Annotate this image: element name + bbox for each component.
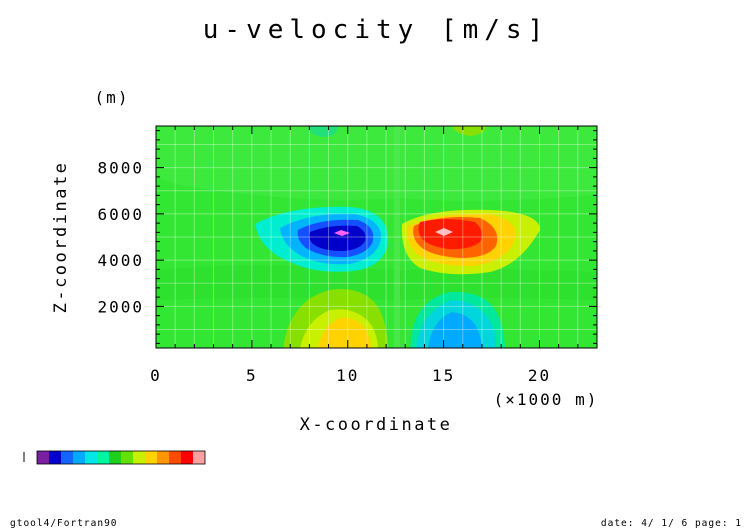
y-tick-label: 6000: [97, 205, 144, 224]
field-divider: [394, 126, 400, 348]
colorbar-frame: [36, 450, 206, 465]
pos-core-center: [418, 219, 483, 250]
neg-core-center: [309, 225, 366, 251]
x-tick-label: 0: [150, 366, 162, 385]
y-tick-label: 2000: [97, 297, 144, 316]
colorbar-swatch: [193, 451, 205, 464]
colorbar-swatch: [181, 451, 193, 464]
colorbar-swatch: [109, 451, 121, 464]
colorbar-swatch: [49, 451, 61, 464]
gridlines: [156, 126, 597, 348]
colorbar-swatch: [157, 451, 169, 464]
x-tick-label: 15: [432, 366, 455, 385]
colorbar-swatch: [121, 451, 133, 464]
x-tick-label: 20: [528, 366, 551, 385]
y-axis-label: Z-coordinate: [51, 161, 71, 314]
colorbar-swatch: [97, 451, 109, 464]
x-axis-unit: (×1000 m): [494, 390, 599, 409]
y-axis: 2000 4000 6000 8000: [97, 130, 597, 344]
footer-right: date: 4/ 1/ 6 page: 1: [601, 518, 742, 529]
plot-area: [155, 125, 598, 349]
x-axis: 0 5 10 15 20: [150, 126, 598, 385]
x-axis-label: X-coordinate: [300, 415, 453, 435]
colorbar-swatch: [85, 451, 97, 464]
x-tick-label: 5: [246, 366, 258, 385]
y-tick-label: 8000: [97, 159, 144, 178]
pos-core-peak: [435, 228, 453, 236]
chart-title: u-velocity [m/s]: [203, 15, 549, 45]
colorbar-swatch: [61, 451, 73, 464]
colorbar-swatch: [133, 451, 145, 464]
colorbar-swatch: [145, 451, 157, 464]
pos-lobe-inner: [318, 317, 371, 348]
top-blob-left: [308, 126, 338, 137]
plot-frame: [155, 125, 598, 349]
y-tick-label: 4000: [97, 251, 144, 270]
footer-left: gtool4/Fortran90: [10, 518, 118, 529]
contour-band-top: [156, 126, 597, 201]
colorbar-swatch: [73, 451, 85, 464]
neg-lobe-inner: [428, 312, 482, 348]
top-blob-right: [452, 126, 486, 136]
colorbar-swatch: [169, 451, 181, 464]
contour-band-mid: [156, 265, 597, 300]
y-axis-unit: (m): [95, 88, 130, 107]
colorbar: [23, 450, 206, 465]
x-tick-label: 10: [336, 366, 359, 385]
colorbar-swatch: [37, 451, 49, 464]
neg-core-peak: [334, 230, 350, 236]
